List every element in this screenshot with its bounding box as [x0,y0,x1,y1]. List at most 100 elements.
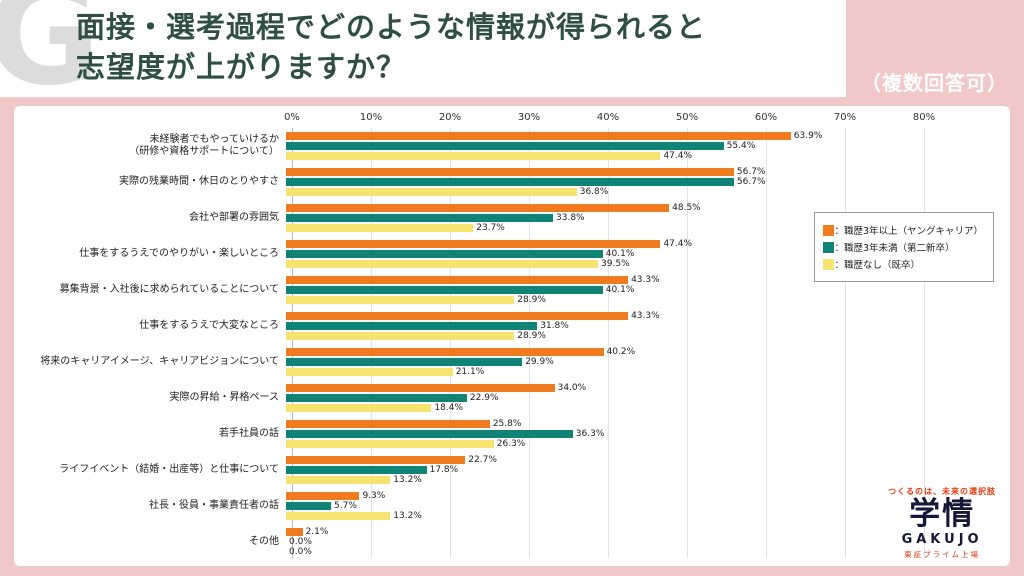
bar [286,384,555,392]
category-label: 若手社員の話 [219,427,279,439]
x-tick-label: 0% [284,112,300,123]
category-label: ライフイベント（結婚・出産等）と仕事について [59,463,279,475]
value-label: 63.9% [793,131,823,141]
value-label: 22.7% [468,455,497,465]
category-label: 未経験者でもやっていけるか （研修や資格サポートについて） [129,133,279,158]
x-tick-label: 70% [833,112,857,123]
x-tick-label: 30% [517,112,541,123]
value-label: 28.9% [517,295,546,305]
legend: ：職歴3年以上（ヤングキャリア） ：職歴3年未満（第二新卒） ：職歴なし（既卒） [814,212,994,282]
legend-swatch [823,224,835,236]
bar [286,250,603,258]
chart-row: 会社や部署の雰囲気 48.5% 33.8% 23.7% [24,200,1000,236]
value-label: 28.9% [517,331,546,341]
bar [286,260,599,268]
gridline [450,128,451,558]
bar [286,358,523,366]
page-title-line2: 志望度が上がりますか？ [76,50,407,85]
chart-row: 仕事をするうえでのやりがい・楽しいところ 47.4% 40.1% 39.5% [24,236,1000,272]
category-label: 仕事をするうえで大変なところ [139,319,279,331]
category-label: 会社や部署の雰囲気 [189,211,279,223]
chart-rows: 未経験者でもやっていけるか （研修や資格サポートについて） 63.9% 55.4% 4… [24,128,1000,560]
bar [286,512,391,520]
logo-listing: 東証プライム上場 [904,550,980,559]
value-label: 25.8% [492,419,522,429]
gridline [845,128,846,558]
chart-row: 将来のキャリアイメージ、キャリアビジョンについて 40.2% 29.9% 21.1% [24,344,1000,380]
value-label: 36.3% [575,429,605,439]
gridline [529,128,530,558]
logo-name: 学情 [909,495,976,532]
value-label: 56.7% [736,177,766,187]
x-tick-label: 20% [438,112,462,123]
value-label: 22.9% [469,393,499,403]
value-label: 9.3% [362,491,386,501]
bar [286,476,391,484]
bar [286,188,577,196]
value-label: 43.3% [631,275,660,285]
x-axis-ticks: 0% 10% 20% 30% 40% 50% 60% 70% 80% [284,112,935,126]
bar [286,204,670,212]
bar [286,348,604,356]
value-label: 26.3% [496,439,526,449]
category-label: その他 [249,535,279,547]
multiple-answers-note: （複数回答可） [861,71,1008,95]
company-logo: つくるのは、未来の選択肢 学情 GAKUJO 東証プライム上場 [888,486,996,560]
bar [286,312,629,320]
bar [286,276,629,284]
chart-row: 仕事をするうえで大変なところ 43.3% 31.8% 28.9% [24,308,1000,344]
gridline [924,128,925,558]
bar [286,142,724,150]
bar [286,132,791,140]
bar [286,502,332,510]
bar [286,296,515,304]
gridline [371,128,372,558]
page-title-line1: 面接・選考過程でどのような情報が得られると [76,10,707,44]
value-label: 33.8% [556,213,585,223]
chart-row: 若手社員の話 25.8% 36.3% 26.3% [24,416,1000,452]
value-label: 36.8% [579,187,609,197]
value-label: 18.4% [434,403,463,413]
value-label: 23.7% [476,223,505,233]
legend-label: ：職歴3年未満（第二新卒） [834,243,955,254]
category-label: 仕事をするうえでのやりがい・楽しいところ [79,247,279,259]
x-tick-label: 60% [754,112,778,123]
category-label: 社長・役員・事業責任者の話 [149,499,279,511]
bar [286,420,490,428]
legend-swatch [823,241,835,253]
value-label: 40.2% [606,347,636,357]
x-tick-label: 40% [596,112,620,123]
legend-item: ：職歴3年以上（ヤングキャリア） [823,223,983,237]
header: G [0,0,846,97]
value-label: 21.1% [455,367,485,377]
bar [286,492,360,500]
chart-row: 募集背景・入社後に求められていることについて 43.3% 40.1% 28.9% [24,272,1000,308]
legend-item: ：職歴3年未満（第二新卒） [823,240,983,254]
chart-row: その他 2.1% 0.0% 0.0% [24,524,1000,560]
value-label: 29.9% [525,357,554,367]
value-label: 2.1% [305,527,329,537]
category-label: 将来のキャリアイメージ、キャリアビジョンについて [40,355,279,367]
value-label: 13.2% [393,475,422,485]
gridline [687,128,688,558]
bar [286,368,453,376]
bar [286,332,515,340]
bar [286,214,554,222]
value-label: 43.3% [631,311,660,321]
chart-card: 0% 10% 20% 30% 40% 50% 60% 70% 80% 未経験者でもやっていけるか… [14,106,1010,566]
value-label: 55.4% [726,141,756,151]
value-label: 5.7% [334,501,357,511]
bar [286,440,494,448]
gridline [292,128,293,558]
legend-swatch [823,258,835,270]
bar [286,178,734,186]
bar [286,466,427,474]
value-label: 40.1% [605,285,635,295]
category-label: 実際の残業時間・休日のとりやすさ [119,175,279,187]
bar [286,456,466,464]
legend-label: ：職歴なし（既卒） [834,260,920,271]
category-label: 実際の昇給・昇格ペース [169,391,280,403]
chart-row: 社長・役員・事業責任者の話 9.3% 5.7% 13.2% [24,488,1000,524]
value-label: 13.2% [393,511,422,521]
logo-name-en: GAKUJO [901,532,983,548]
